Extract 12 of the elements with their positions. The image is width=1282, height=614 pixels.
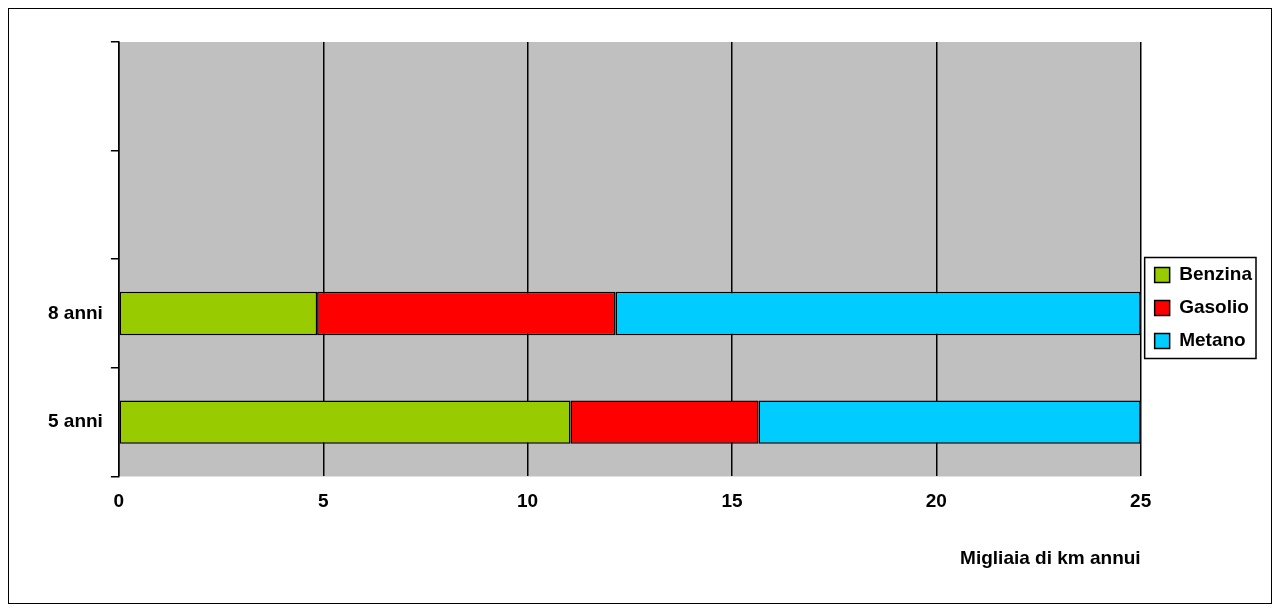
legend-label: Benzina <box>1179 263 1253 285</box>
y-tick-label: 8 anni <box>48 301 103 323</box>
x-tick-label: 10 <box>517 490 539 512</box>
legend-label: Gasolio <box>1179 296 1249 318</box>
x-tick-label: 15 <box>721 490 743 512</box>
x-tick-label: 25 <box>1130 490 1152 512</box>
y-tick-label: 5 anni <box>48 410 103 432</box>
x-tick-label: 5 <box>317 490 329 512</box>
x-axis-title: Migliaia di km annui <box>960 546 1141 568</box>
x-tick-label: 0 <box>113 490 125 512</box>
x-tick-label: 20 <box>925 490 947 512</box>
legend-label: Metano <box>1179 329 1246 351</box>
